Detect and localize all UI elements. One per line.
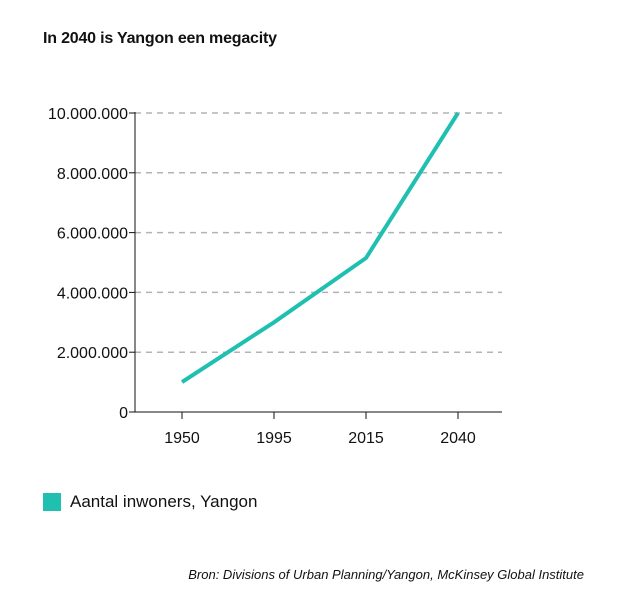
- x-tick-label: 1950: [164, 430, 200, 447]
- chart-title: In 2040 is Yangon een megacity: [43, 30, 277, 47]
- legend-label: Aantal inwoners, Yangon: [70, 492, 258, 511]
- series-line: [180, 111, 460, 384]
- x-tick-label: 2040: [440, 430, 476, 447]
- legend: Aantal inwoners, Yangon: [43, 492, 257, 512]
- source-note: Bron: Divisions of Urban Planning/Yangon…: [188, 567, 584, 582]
- tick-labels: 0 2.000.000 4.000.000 6.000.000 8.000.000 10.…: [48, 106, 476, 447]
- y-tick-label: 10.000.000: [48, 106, 128, 123]
- axes: [129, 112, 502, 419]
- y-tick-label: 2.000.000: [57, 345, 128, 362]
- y-tick-label: 4.000.000: [57, 285, 128, 302]
- y-tick-label: 8.000.000: [57, 166, 128, 183]
- series-layer: [180, 111, 460, 384]
- gridlines: [135, 112, 502, 353]
- x-tick-label: 2015: [348, 430, 384, 447]
- x-tick-label: 1995: [256, 430, 292, 447]
- y-tick-label: 0: [119, 405, 128, 422]
- legend-swatch: [43, 493, 61, 511]
- y-tick-label: 6.000.000: [57, 226, 128, 243]
